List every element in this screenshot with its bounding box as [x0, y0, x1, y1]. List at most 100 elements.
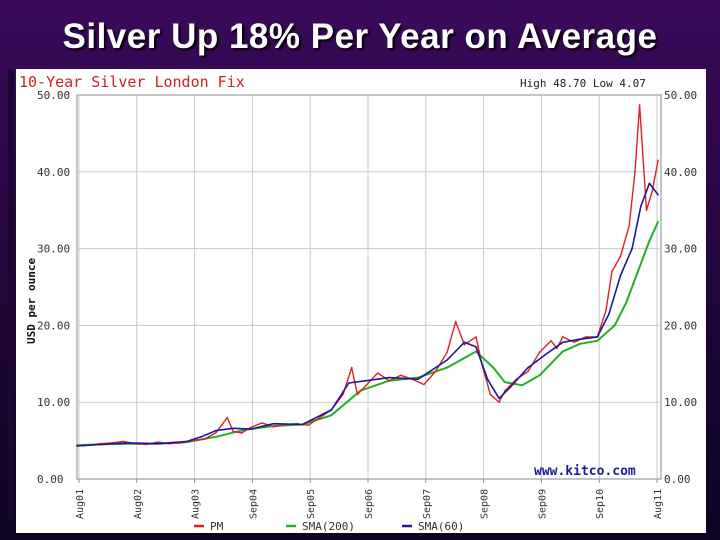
x-tick-label: Sep04	[248, 489, 259, 519]
data-point	[498, 401, 500, 404]
data-point	[556, 347, 558, 350]
data-point	[475, 336, 477, 338]
slide-title: Silver Up 18% Per Year on Average	[62, 17, 658, 56]
data-point	[608, 313, 610, 315]
data-point	[538, 351, 541, 354]
data-point	[573, 341, 576, 344]
data-point	[122, 440, 125, 443]
chart-title: 10-Year Silver London Fix	[19, 73, 245, 91]
data-point	[637, 270, 639, 273]
data-point	[640, 205, 642, 208]
data-point	[319, 416, 321, 419]
data-point	[128, 442, 130, 444]
data-point	[232, 430, 234, 433]
silver-price-chart: 0.00 0.00 10.00 10.00 20.00 20.00 30.00 30.00 40…	[19, 73, 697, 533]
data-point	[561, 341, 564, 344]
x-tick-label: Sep10	[595, 489, 606, 519]
data-point	[509, 386, 512, 388]
data-point	[489, 393, 492, 396]
data-point	[657, 159, 659, 162]
data-point	[657, 220, 659, 223]
y-tick-label-left: 50.00	[37, 89, 70, 102]
grid-layer	[76, 94, 662, 483]
data-point	[561, 336, 564, 338]
plot-frame	[76, 94, 662, 480]
data-point	[232, 427, 234, 430]
label-layer: 0.00 0.00 10.00 10.00 20.00 20.00 30.00 30.00 40…	[19, 73, 697, 533]
data-point	[272, 422, 275, 425]
data-point	[648, 240, 651, 242]
data-point	[596, 340, 599, 342]
data-point	[475, 350, 477, 353]
data-point	[611, 270, 613, 273]
data-point	[463, 343, 466, 346]
data-point	[657, 194, 659, 196]
data-point	[388, 376, 391, 379]
data-point	[446, 359, 448, 361]
y-tick-label-left: 20.00	[37, 319, 70, 332]
data-point	[76, 445, 78, 447]
data-point	[200, 436, 203, 438]
data-point	[596, 336, 599, 338]
data-point	[544, 353, 547, 356]
y-tick-label-right: 20.00	[664, 319, 697, 332]
data-point	[157, 442, 159, 445]
watermark: www.kitco.com	[534, 464, 636, 479]
data-point	[475, 346, 477, 348]
data-point	[376, 372, 379, 374]
data-point	[249, 426, 252, 429]
data-point	[628, 224, 630, 227]
data-point	[330, 409, 333, 411]
high-low-annotation: High 48.70 Low 4.07	[520, 77, 646, 90]
y-tick-label-left: 40.00	[37, 166, 70, 179]
y-tick-label-right: 0.00	[664, 473, 691, 486]
data-point	[215, 432, 217, 434]
data-point	[350, 366, 353, 369]
data-point	[498, 397, 500, 400]
data-point	[585, 336, 587, 338]
data-point	[307, 424, 310, 427]
data-point	[527, 370, 529, 373]
chart-panel: 0.00 0.00 10.00 10.00 20.00 20.00 30.00 30.00 40…	[16, 69, 706, 533]
data-point	[550, 340, 552, 342]
data-point	[446, 366, 448, 369]
y-tick-label-left: 30.00	[37, 243, 70, 256]
y-tick-label-right: 10.00	[664, 396, 697, 409]
y-tick-label-left: 0.00	[37, 473, 64, 486]
data-point	[272, 426, 275, 428]
data-point	[463, 341, 466, 344]
data-point	[504, 381, 506, 384]
series-layer	[76, 104, 660, 447]
data-point	[638, 104, 641, 106]
data-point	[631, 247, 633, 250]
data-point	[249, 428, 252, 430]
data-point	[226, 416, 229, 419]
data-point	[365, 379, 367, 382]
x-tick-label: Sep05	[306, 489, 317, 519]
data-point	[301, 423, 304, 426]
data-point	[417, 378, 419, 381]
data-point	[434, 370, 437, 373]
y-tick-label-left: 10.00	[37, 396, 70, 409]
data-point	[215, 429, 217, 432]
data-point	[579, 343, 581, 345]
data-point	[215, 436, 217, 438]
data-point	[186, 440, 188, 443]
data-point	[613, 324, 616, 327]
legend-label: SMA(60)	[418, 520, 464, 533]
data-point	[492, 366, 495, 369]
data-point	[342, 393, 344, 396]
data-point	[241, 432, 243, 434]
data-point	[561, 350, 564, 353]
data-point	[619, 274, 622, 277]
data-point	[521, 384, 523, 387]
data-point	[579, 338, 581, 341]
y-tick-label-right: 40.00	[664, 166, 697, 179]
data-point	[99, 443, 101, 446]
data-point	[388, 379, 391, 382]
data-point	[356, 393, 359, 396]
data-point	[645, 209, 648, 211]
y-tick-label-right: 50.00	[664, 89, 697, 102]
data-point	[486, 378, 489, 381]
data-point	[625, 301, 628, 304]
